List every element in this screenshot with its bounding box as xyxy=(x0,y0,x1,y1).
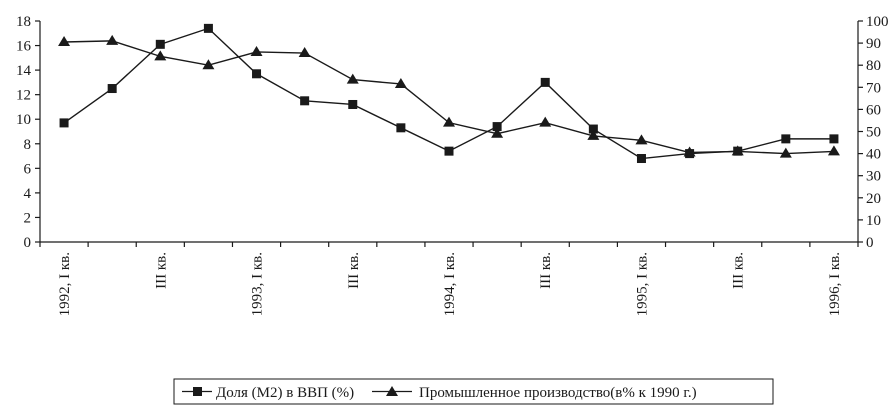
triangle-marker xyxy=(106,34,119,45)
triangle-marker xyxy=(731,145,744,156)
series-line-2 xyxy=(64,40,834,155)
triangle-marker xyxy=(779,147,792,158)
square-marker xyxy=(829,134,839,144)
left-tick-label: 6 xyxy=(24,161,32,177)
right-tick-label: 90 xyxy=(866,36,881,52)
right-tick-label: 50 xyxy=(866,125,881,141)
right-tick-label: 30 xyxy=(866,169,881,185)
left-tick-label: 4 xyxy=(24,186,32,202)
series-layer xyxy=(58,23,840,164)
x-tick-label: 1995, I кв. xyxy=(634,252,650,316)
x-tick-label: 1992, I кв. xyxy=(57,252,73,316)
square-marker xyxy=(636,154,646,164)
left-tick-label: 10 xyxy=(16,112,31,128)
right-tick-label: 10 xyxy=(866,213,881,229)
square-marker xyxy=(588,124,598,134)
triangle-marker xyxy=(250,45,263,56)
legend-box xyxy=(173,378,774,405)
triangle-marker xyxy=(587,129,600,140)
x-tick-label: 1996, I кв. xyxy=(827,252,843,316)
triangle-marker xyxy=(154,50,167,61)
triangle-marker xyxy=(683,146,696,157)
legend-item-m2: Доля (М2) в ВВП (%) xyxy=(182,385,354,401)
right-tick-label: 20 xyxy=(866,191,881,207)
x-tick-label: III кв. xyxy=(153,252,169,289)
legend-label-m2: Доля (М2) в ВВП (%) xyxy=(216,385,354,401)
x-tick-label: 1994, I кв. xyxy=(442,252,458,316)
series-line-1 xyxy=(63,27,834,160)
square-marker xyxy=(781,134,791,144)
triangle-marker xyxy=(443,116,455,127)
square-marker xyxy=(252,69,262,79)
triangle-marker xyxy=(58,35,71,46)
square-marker xyxy=(444,146,454,156)
left-tick-label: 18 xyxy=(16,14,31,30)
right-tick-label: 80 xyxy=(866,58,881,74)
triangle-marker xyxy=(202,59,215,70)
triangle-marker xyxy=(394,77,407,88)
triangle-marker xyxy=(491,127,504,138)
triangle-marker xyxy=(539,116,552,127)
left-tick-label: 2 xyxy=(24,210,32,226)
right-tick-label: 40 xyxy=(866,147,881,163)
x-axis-ticks: 1992, I кв. III кв. 1993, I кв. III кв. 1994… xyxy=(39,242,859,316)
x-tick-label: III кв. xyxy=(346,252,362,289)
triangle-marker xyxy=(298,47,311,58)
right-tick-label: 100 xyxy=(866,14,889,30)
legend: Доля (М2) в ВВП (%) Промышленное произво… xyxy=(173,378,774,405)
square-marker xyxy=(300,96,310,106)
left-axis-ticks: 0 2 4 6 8 10 12 14 16 18 xyxy=(16,14,40,251)
right-tick-label: 0 xyxy=(866,235,874,251)
x-tick-label: III кв. xyxy=(731,252,747,289)
x-tick-label: III кв. xyxy=(538,252,554,289)
square-marker xyxy=(59,118,69,128)
legend-item-industry: Промышленное производство(в% к 1990 г.) xyxy=(372,385,697,401)
square-marker xyxy=(107,84,117,94)
square-marker xyxy=(540,77,550,87)
left-tick-label: 8 xyxy=(24,137,32,153)
left-tick-label: 16 xyxy=(16,39,32,55)
legend-label-industry: Промышленное производство(в% к 1990 г.) xyxy=(419,385,697,401)
triangle-marker xyxy=(635,134,648,145)
legend-square-marker xyxy=(193,387,202,396)
square-marker xyxy=(396,123,406,133)
right-tick-label: 70 xyxy=(866,80,881,96)
square-marker xyxy=(492,122,502,132)
triangle-marker xyxy=(346,73,359,84)
square-marker xyxy=(203,23,213,33)
triangle-marker xyxy=(827,145,840,156)
x-tick-label: 1993, I кв. xyxy=(250,252,266,316)
right-axis-ticks: 0 10 20 30 40 50 60 70 80 90 100 xyxy=(858,14,889,251)
right-tick-label: 60 xyxy=(866,102,881,118)
left-tick-label: 14 xyxy=(16,63,32,79)
square-marker xyxy=(155,39,165,49)
square-marker xyxy=(348,99,358,109)
left-tick-label: 12 xyxy=(16,88,31,104)
left-tick-label: 0 xyxy=(24,235,32,251)
legend-triangle-marker xyxy=(386,386,398,396)
